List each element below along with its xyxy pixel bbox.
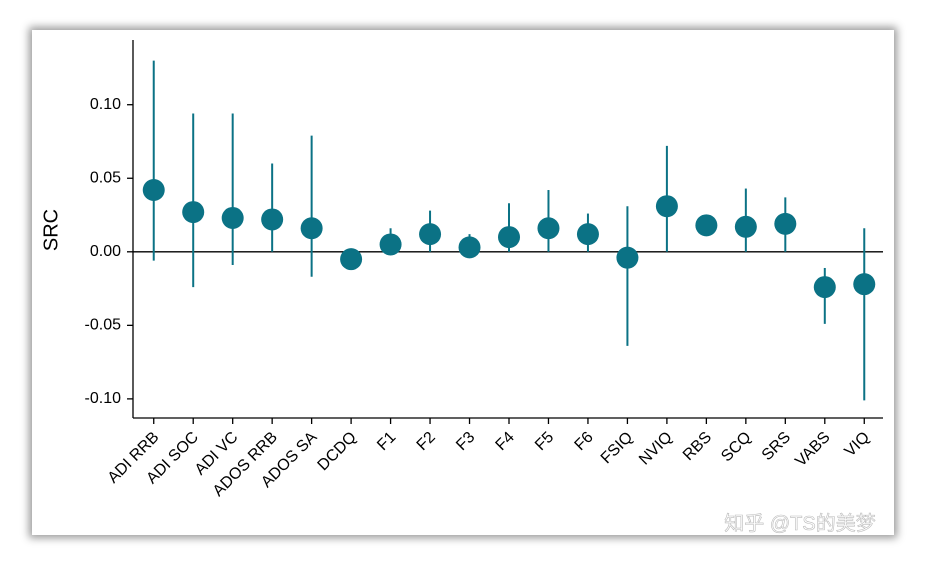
x-tick-label: NVIQ [636,429,676,469]
point [458,236,481,259]
x-tick-label: F3 [453,429,478,454]
point [142,179,165,202]
x-tick-label: RBS [680,429,715,464]
chart-card [32,30,894,535]
x-tick-label: DCDQ [315,429,360,474]
point [695,214,718,237]
point [379,233,402,256]
point [813,276,836,299]
point [655,195,678,218]
point [182,201,205,224]
point [616,246,639,269]
y-tick-label: -0.10 [85,390,122,407]
x-tick-label: SCQ [718,429,755,466]
x-tick-label: VABS [792,429,833,470]
x-tick-label: SRS [759,429,794,464]
x-tick-label: F6 [572,429,597,454]
x-tick-label: FSIQ [598,429,636,467]
y-tick-label: 0.00 [90,243,121,260]
point [576,223,599,246]
y-tick-label: 0.10 [90,96,121,113]
point [340,248,363,271]
point [537,217,560,240]
x-tick-label: F5 [532,429,557,454]
point [261,208,284,231]
y-tick-label: -0.05 [85,317,122,334]
point [498,226,520,249]
point [734,215,757,238]
y-tick-label: 0.05 [90,169,121,186]
point [300,217,323,240]
x-tick-label: VIQ [842,429,874,461]
watermark: 知乎 @TS的美梦 [724,512,875,535]
x-tick-label: F2 [414,429,439,454]
point [774,212,797,235]
point [419,223,442,246]
y-axis-label: SRC [40,209,62,251]
x-tick-label: F4 [493,429,518,454]
point [221,206,244,229]
x-tick-label: F1 [374,429,399,454]
point [853,273,876,296]
